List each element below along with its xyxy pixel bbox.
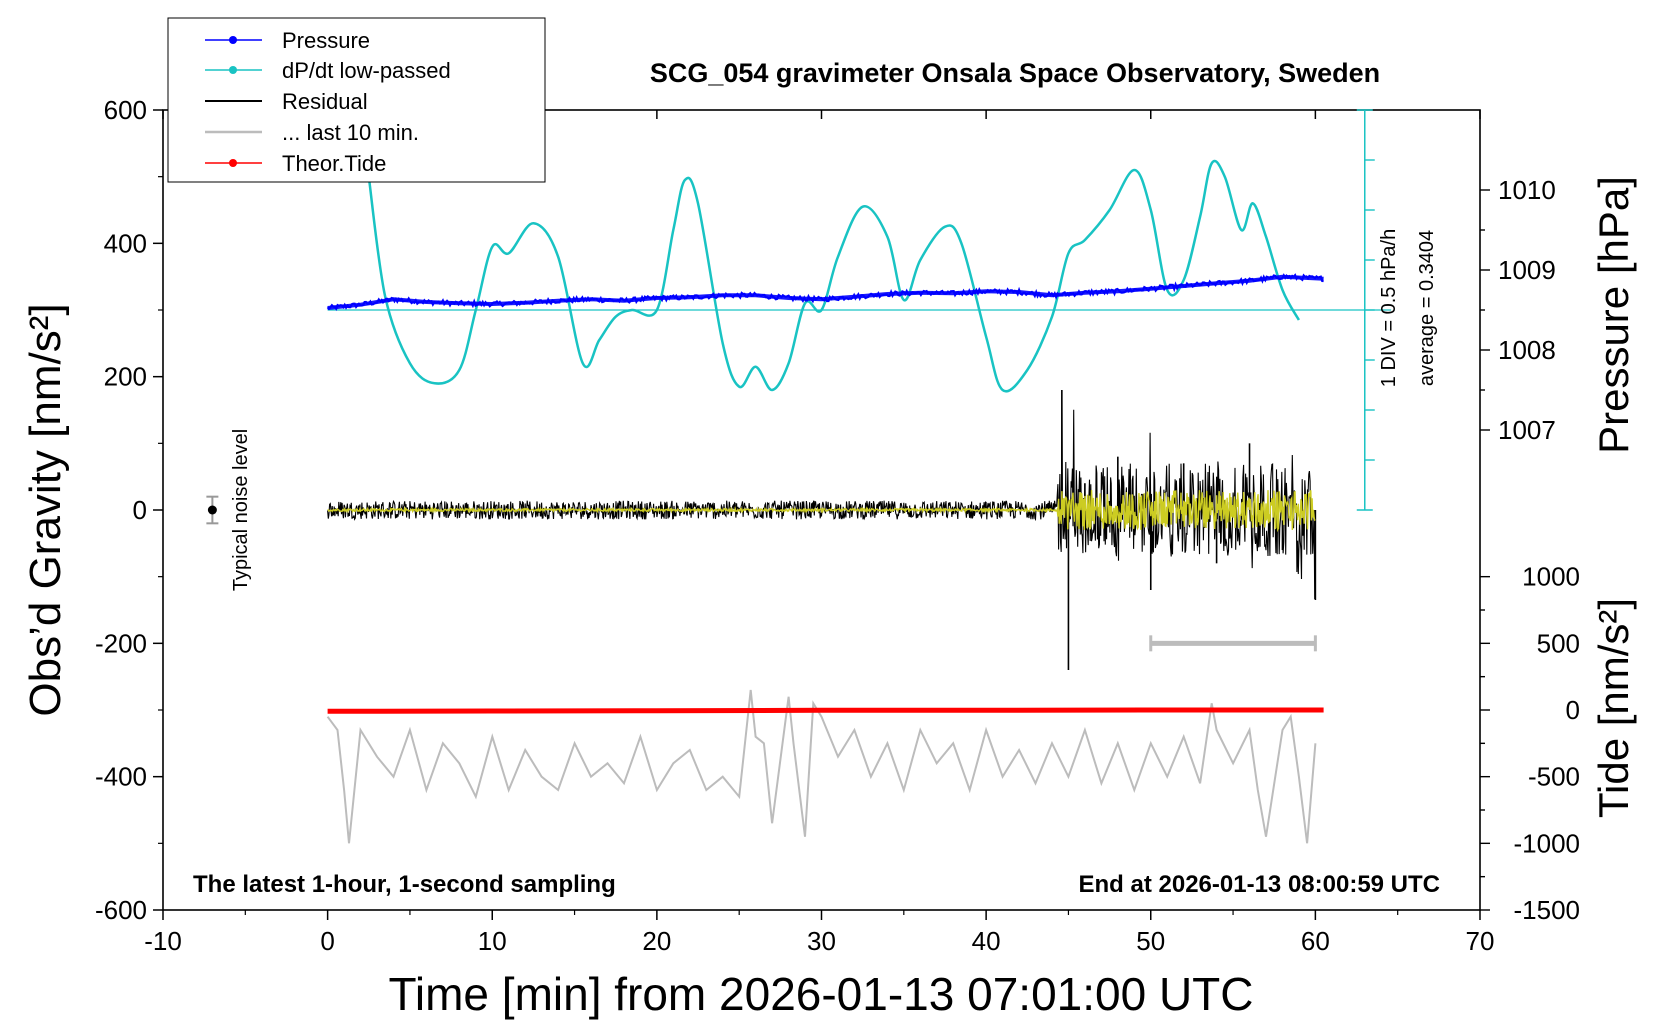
legend-pressure-marker (229, 36, 237, 44)
x-tick-label: 10 (478, 926, 507, 956)
x-tick-label: 50 (1136, 926, 1165, 956)
pressure-tick-label: 1008 (1498, 335, 1556, 365)
tide-tick-label: -1000 (1514, 828, 1581, 858)
y-tick-label: 0 (133, 495, 147, 525)
x-tick-label: 60 (1301, 926, 1330, 956)
x-tick-label: 20 (642, 926, 671, 956)
x-tick-label: 0 (320, 926, 334, 956)
y-tick-label: 200 (104, 362, 147, 392)
ticks-layer: -10 0 10 20 30 40 50 60 70 -600 -400 -200 0 200 400 600… (95, 95, 1580, 956)
chart-title: SCG_054 gravimeter Onsala Space Observat… (650, 58, 1380, 88)
tide-tick-label: -500 (1528, 762, 1580, 792)
legend-tide-marker (229, 159, 237, 167)
end-time-note: End at 2026-01-13 08:00:59 UTC (1079, 871, 1441, 898)
series-layer (206, 159, 1392, 844)
x-tick-label: -10 (144, 926, 182, 956)
series-dpdt-line (367, 159, 1300, 393)
y-axis-title-left: Obs’d Gravity [nm/s²] (21, 303, 70, 716)
tide-tick-label: 0 (1566, 695, 1580, 725)
x-tick-label: 40 (972, 926, 1001, 956)
y-tick-label: -200 (95, 628, 147, 658)
pressure-tick-label: 1010 (1498, 175, 1556, 205)
series-pressure-trend (327, 274, 1324, 310)
pressure-tick-label: 1007 (1498, 415, 1556, 445)
y-tick-label: -600 (95, 895, 147, 925)
y-tick-label: 600 (104, 95, 147, 125)
legend: Pressure dP/dt low-passed Residual ... l… (167, 17, 546, 183)
tide-tick-label: -1500 (1514, 895, 1581, 925)
legend-entry-pressure: Pressure (282, 28, 370, 53)
dpdt-div-label: 1 DIV = 0.5 hPa/h (1378, 229, 1400, 387)
series-tide-line (327, 707, 1324, 714)
x-axis-title: Time [min] from 2026-01-13 07:01:00 UTC (389, 968, 1254, 1020)
legend-entry-last10: ... last 10 min. (282, 120, 419, 145)
pressure-tick-label: 1009 (1498, 255, 1556, 285)
noise-level-label: Typical noise level (230, 429, 252, 591)
legend-entry-residual: Residual (282, 89, 368, 114)
residual-filtered-line (327, 490, 1316, 533)
y-tick-label: 400 (104, 228, 147, 258)
legend-entry-dpdt: dP/dt low-passed (282, 58, 451, 83)
tide-tick-label: 1000 (1522, 562, 1580, 592)
dpdt-average-label: average = 0.3404 (1416, 230, 1438, 386)
y-tick-label: -400 (95, 762, 147, 792)
legend-entry-tide: Theor.Tide (282, 151, 386, 176)
series-last10-line (326, 689, 1317, 844)
tide-tick-label: 500 (1537, 628, 1580, 658)
sampling-note: The latest 1-hour, 1-second sampling (193, 871, 616, 898)
noise-point (207, 505, 217, 515)
y-axis-title-tide: Tide [nm/s²] (1590, 598, 1637, 818)
x-tick-label: 30 (807, 926, 836, 956)
x-tick-label: 70 (1466, 926, 1495, 956)
legend-dpdt-marker (229, 66, 237, 74)
y-axis-title-pressure: Pressure [hPa] (1590, 176, 1637, 454)
